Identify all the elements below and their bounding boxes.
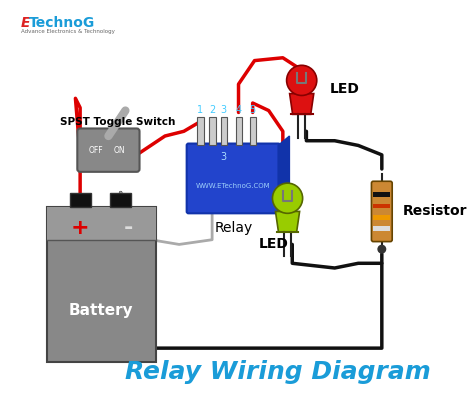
Text: E: E <box>21 16 30 30</box>
Circle shape <box>378 245 385 253</box>
Polygon shape <box>275 212 300 232</box>
Bar <box>374 192 390 197</box>
Bar <box>374 204 390 208</box>
Text: 2: 2 <box>209 105 215 115</box>
Text: Relay Wiring Diagram: Relay Wiring Diagram <box>125 360 431 384</box>
FancyBboxPatch shape <box>47 207 155 362</box>
FancyBboxPatch shape <box>187 143 280 213</box>
Text: 3: 3 <box>220 152 227 162</box>
Text: Advance Electronics & Technology: Advance Electronics & Technology <box>21 30 115 35</box>
Bar <box>47 207 155 240</box>
Polygon shape <box>278 136 290 212</box>
Text: 1: 1 <box>197 105 203 115</box>
Text: LED: LED <box>258 238 288 251</box>
FancyBboxPatch shape <box>372 181 392 242</box>
Text: 4: 4 <box>236 105 242 115</box>
Ellipse shape <box>287 65 317 95</box>
Bar <box>210 117 216 145</box>
Text: LED: LED <box>330 82 360 96</box>
Text: +: + <box>71 218 90 238</box>
Text: WWW.ETechnoG.COM: WWW.ETechnoG.COM <box>196 183 271 189</box>
FancyBboxPatch shape <box>77 128 139 172</box>
Text: Relay: Relay <box>214 221 253 235</box>
Text: 3: 3 <box>220 105 227 115</box>
Bar <box>110 193 131 207</box>
Text: 5: 5 <box>249 105 256 115</box>
Text: -: - <box>124 218 133 238</box>
Bar <box>220 117 227 145</box>
Polygon shape <box>290 94 314 114</box>
Bar <box>236 117 242 145</box>
Bar <box>374 226 390 231</box>
Ellipse shape <box>273 183 302 213</box>
Text: TechnoG: TechnoG <box>29 16 95 30</box>
Text: SPST Toggle Switch: SPST Toggle Switch <box>60 117 175 127</box>
Bar <box>70 193 91 207</box>
Bar <box>197 117 204 145</box>
Text: Resistor: Resistor <box>402 204 467 218</box>
Bar <box>374 215 390 220</box>
Bar <box>250 117 256 145</box>
Text: Battery: Battery <box>69 303 134 318</box>
Text: OFF: OFF <box>89 146 103 155</box>
Text: ON: ON <box>114 146 126 155</box>
